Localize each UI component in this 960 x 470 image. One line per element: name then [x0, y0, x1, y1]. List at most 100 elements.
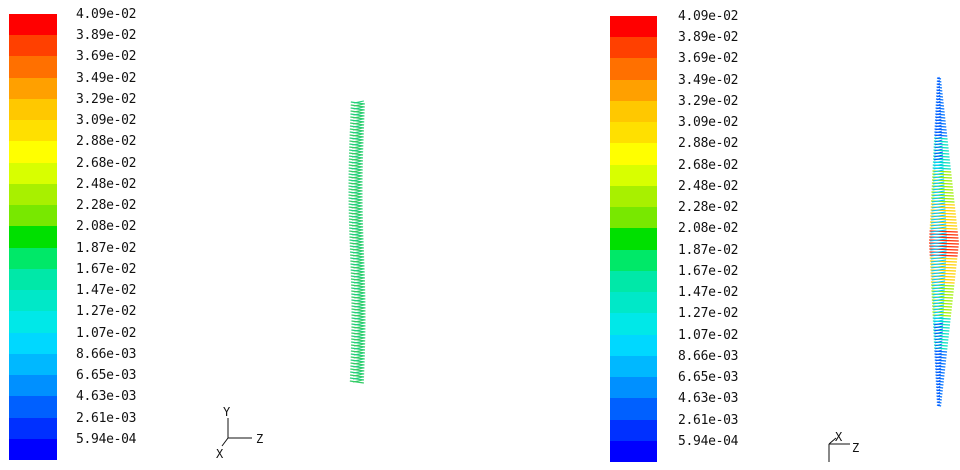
vector-arrow: [348, 221, 364, 225]
vector-arrow: [354, 331, 365, 335]
vector-arrow: [933, 143, 949, 146]
colorbar-tick-label: 1.67e-02: [76, 261, 137, 277]
vector-arrow: [934, 356, 947, 359]
colorbar-tick-label: 2.88e-02: [76, 134, 137, 150]
vector-arrow: [350, 101, 365, 105]
axis-triad: [828, 437, 850, 462]
colorbar-tick-label: 3.09e-02: [678, 115, 739, 131]
colorbar-swatch: [610, 334, 657, 357]
vector-arrow: [932, 184, 945, 188]
vector-arrow: [352, 244, 363, 248]
vector-arrow: [354, 337, 365, 341]
vector-arrow: [936, 106, 941, 110]
vector-arrow: [934, 340, 943, 344]
colorbar-swatch: [610, 228, 657, 251]
vector-arrow: [348, 176, 363, 180]
vector-arrow: [350, 119, 365, 123]
vector-arrow: [350, 350, 365, 354]
vector-arrow: [351, 308, 366, 312]
vector-arrow: [933, 344, 948, 347]
colorbar-swatch: [9, 226, 57, 249]
vector-arrow: [931, 217, 946, 221]
colorbar-tick-label: 8.66e-03: [76, 346, 137, 362]
vector-arrow: [932, 286, 945, 290]
vector-arrow: [354, 328, 365, 332]
vector-arrow: [934, 145, 943, 149]
vector-arrow: [351, 202, 362, 206]
vector-arrow: [930, 238, 947, 242]
colorbar-swatch: [610, 270, 657, 293]
vector-arrow: [354, 319, 365, 323]
vector-arrow: [350, 257, 365, 261]
vector-arrow: [348, 170, 363, 174]
vector-arrow: [350, 263, 365, 267]
vector-arrow: [350, 260, 365, 264]
vector-arrow: [348, 164, 363, 168]
vector-arrow: [934, 154, 944, 158]
colorbar-tick-label: 3.69e-02: [678, 51, 739, 67]
vector-arrow: [936, 80, 942, 83]
colorbar-tick-label: 5.94e-04: [678, 433, 739, 449]
vector-arrow: [935, 118, 942, 122]
vector-arrow: [932, 295, 945, 299]
vector-arrow: [934, 151, 943, 155]
vector-arrow: [349, 230, 364, 234]
vector-arrow: [352, 148, 363, 152]
vector-arrow: [353, 106, 364, 110]
vector-arrow: [353, 112, 364, 116]
vector-arrow: [351, 338, 366, 342]
vector-arrow: [930, 220, 947, 224]
vector-arrow: [936, 86, 943, 89]
vector-arrow: [932, 289, 945, 293]
vector-arrow: [931, 274, 946, 278]
colorbar-tick-label: 2.48e-02: [76, 176, 137, 192]
colorbar-tick-label: 4.63e-03: [678, 391, 739, 407]
vector-arrow: [935, 133, 943, 137]
vector-arrow: [931, 265, 946, 269]
vector-arrow: [930, 235, 947, 239]
vector-arrow: [352, 136, 363, 140]
colorbar-swatch: [610, 207, 657, 229]
vector-arrow: [935, 371, 945, 374]
vector-arrow: [932, 193, 945, 197]
vector-arrow: [348, 209, 363, 213]
vector-arrow: [935, 127, 942, 131]
vector-arrow: [351, 299, 366, 303]
vector-arrow: [936, 97, 941, 101]
vector-arrow: [349, 245, 364, 249]
vector-arrow: [348, 182, 363, 186]
vector-arrow: [350, 368, 365, 372]
vector-arrow: [349, 236, 364, 240]
vector-arrow: [935, 101, 944, 104]
vector-arrow: [936, 388, 941, 392]
colorbar-swatch: [610, 164, 657, 187]
vector-arrow: [348, 158, 363, 162]
vector-arrow: [353, 352, 364, 356]
colorbar-tick-label: 6.65e-03: [678, 370, 739, 386]
vector-arrow: [936, 389, 943, 392]
colorbar-swatch: [610, 185, 657, 208]
vector-arrow: [353, 100, 364, 104]
colorbar-tick-label: 2.61e-03: [76, 410, 137, 426]
vector-arrow: [936, 100, 941, 104]
vector-arrow: [351, 302, 366, 306]
velocity-vector-plot: X Z: [828, 76, 959, 462]
vector-arrow: [353, 115, 364, 119]
vector-arrow: [931, 199, 946, 203]
colorbar-tick-label: 1.87e-02: [76, 240, 137, 256]
vector-arrow: [933, 163, 944, 167]
vector-arrow: [350, 116, 365, 120]
colorbar-tick-label: 3.09e-02: [76, 113, 137, 129]
vector-arrow: [348, 200, 363, 204]
vector-arrow: [933, 313, 944, 317]
colorbar-tick-label: 3.49e-02: [76, 70, 137, 86]
vector-arrow: [351, 196, 362, 200]
vector-arrow: [350, 107, 365, 111]
vector-arrow: [935, 113, 946, 116]
vector-arrow: [353, 256, 364, 260]
vector-arrow: [930, 256, 947, 260]
vector-arrow: [354, 325, 365, 329]
colorbar-tick-label: 1.27e-02: [76, 304, 137, 320]
colorbar-tick-label: 5.94e-04: [76, 431, 137, 447]
vector-arrow: [934, 359, 947, 362]
